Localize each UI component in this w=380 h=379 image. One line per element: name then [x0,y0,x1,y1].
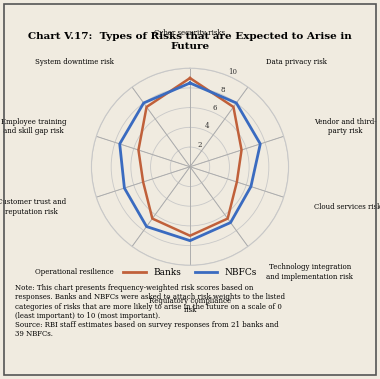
Text: Cyber security risks: Cyber security risks [155,29,225,37]
Legend: Banks, NBFCs: Banks, NBFCs [120,265,260,281]
Text: Regulatory compliance
risk: Regulatory compliance risk [149,297,231,314]
Text: Customer trust and
reputation risk: Customer trust and reputation risk [0,198,66,216]
Text: Cloud services risk: Cloud services risk [314,203,380,211]
Text: Operational resilience: Operational resilience [35,268,114,276]
Text: Chart V.17:  Types of Risks that are Expected to Arise in
Future: Chart V.17: Types of Risks that are Expe… [28,32,352,52]
Text: Technology integration
and implementation risk: Technology integration and implementatio… [266,263,353,280]
Text: System downtime risk: System downtime risk [35,58,114,66]
Text: Employee training
and skill gap risk: Employee training and skill gap risk [1,118,66,135]
Text: Data privacy risk: Data privacy risk [266,58,327,66]
Text: Note: This chart presents frequency-weighted risk scores based on
responses. Ban: Note: This chart presents frequency-weig… [15,284,285,338]
Text: Vendor and third-
party risk: Vendor and third- party risk [314,118,376,135]
